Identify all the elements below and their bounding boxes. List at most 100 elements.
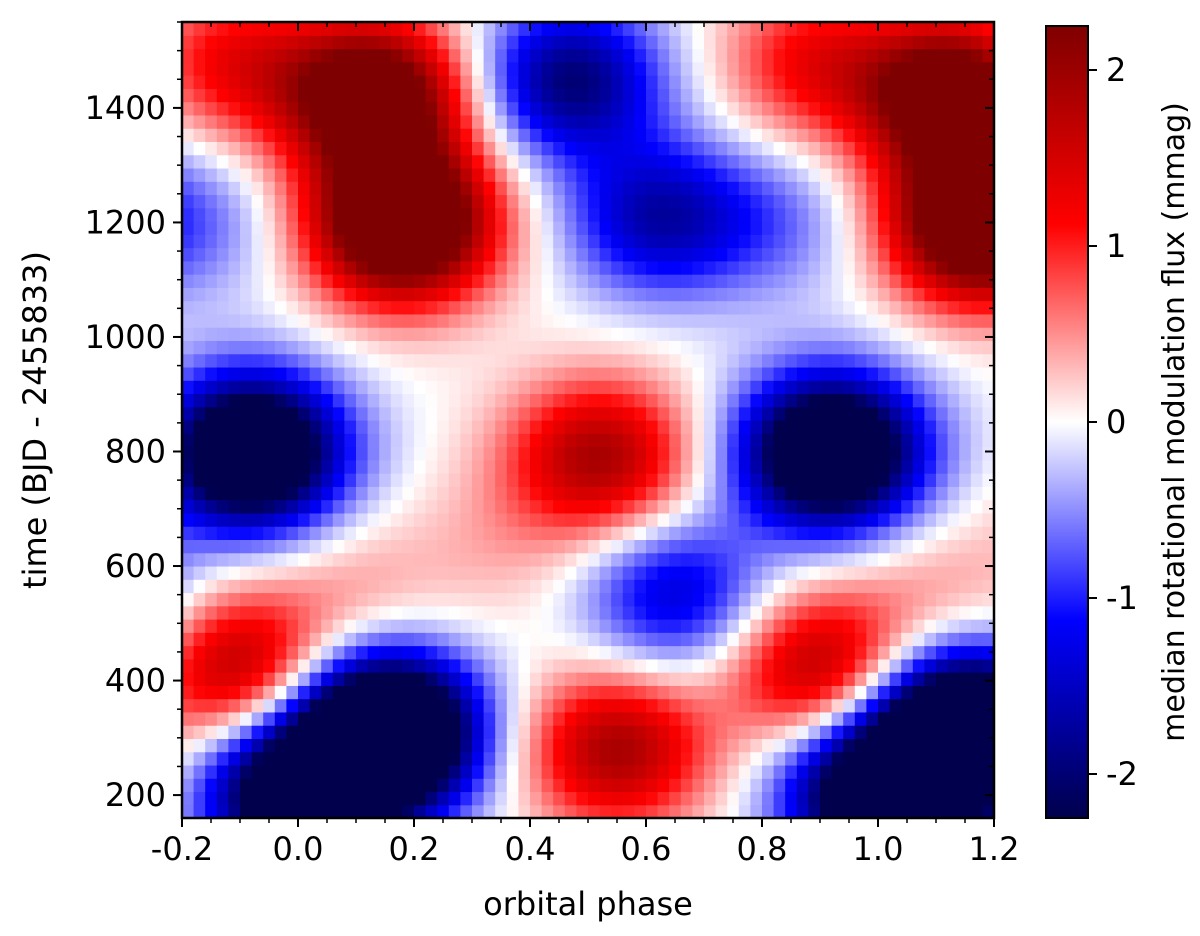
y-tick-label: 800: [105, 432, 166, 470]
heatmap-cell: [634, 420, 647, 434]
heatmap-cell: [588, 313, 601, 328]
heatmap-cell: [321, 154, 334, 169]
heatmap-cell: [530, 539, 543, 554]
heatmap-cell: [924, 61, 937, 76]
heatmap-cell: [460, 114, 473, 129]
heatmap-cell: [205, 181, 218, 196]
heatmap-cell: [785, 181, 798, 196]
heatmap-cell: [785, 340, 798, 355]
heatmap-cell: [216, 672, 229, 686]
heatmap-cell: [437, 22, 450, 36]
heatmap-cell: [460, 725, 473, 739]
heatmap-cell: [970, 632, 983, 647]
heatmap-cell: [889, 287, 902, 302]
heatmap-cell: [727, 366, 740, 381]
heatmap-cell: [750, 75, 763, 89]
heatmap-cell: [912, 512, 925, 527]
heatmap-cell: [286, 579, 299, 594]
heatmap-cell: [518, 366, 531, 381]
heatmap-cell: [854, 764, 867, 779]
heatmap-cell: [727, 75, 740, 89]
heatmap-cell: [599, 645, 612, 660]
heatmap-cell: [796, 287, 809, 302]
heatmap-cell: [564, 698, 577, 713]
heatmap-cell: [878, 327, 891, 341]
heatmap-cell: [680, 420, 693, 434]
heatmap-cell: [773, 61, 786, 76]
heatmap-cell: [309, 327, 322, 341]
heatmap-cell: [483, 565, 496, 580]
heatmap-cell: [205, 287, 218, 302]
heatmap-cell: [622, 499, 635, 514]
heatmap-cell: [901, 274, 914, 288]
heatmap-cell: [936, 512, 949, 527]
heatmap-cell: [773, 605, 786, 620]
heatmap-cell: [669, 207, 682, 222]
heatmap-cell: [228, 685, 241, 700]
heatmap-cell: [182, 380, 195, 395]
heatmap-cell: [611, 88, 624, 103]
heatmap-cell: [854, 181, 867, 196]
heatmap-cell: [228, 313, 241, 328]
heatmap-cell: [182, 764, 195, 779]
heatmap-cell: [205, 114, 218, 129]
heatmap-cell: [912, 221, 925, 235]
heatmap-cell: [472, 526, 485, 540]
heatmap-cell: [193, 141, 206, 156]
heatmap-cell: [530, 552, 543, 567]
heatmap-cell: [425, 658, 438, 673]
heatmap-cell: [750, 645, 763, 660]
heatmap-cell: [402, 221, 415, 235]
heatmap-cell: [901, 592, 914, 607]
heatmap-cell: [680, 154, 693, 169]
heatmap-cell: [657, 234, 670, 249]
heatmap-cell: [530, 751, 543, 766]
heatmap-cell: [541, 605, 554, 620]
heatmap-cell: [425, 619, 438, 633]
heatmap-cell: [321, 221, 334, 235]
heatmap-cell: [762, 340, 775, 355]
heatmap-cell: [344, 114, 357, 129]
heatmap-cell: [495, 274, 508, 288]
heatmap-cell: [193, 353, 206, 368]
heatmap-cell: [750, 353, 763, 368]
heatmap-cell: [367, 738, 380, 753]
heatmap-cell: [541, 698, 554, 713]
heatmap-cell: [553, 619, 566, 633]
heatmap-cell: [390, 247, 403, 262]
heatmap-cell: [448, 499, 461, 514]
heatmap-cell: [576, 300, 589, 315]
heatmap-cell: [518, 194, 531, 209]
heatmap-cell: [785, 128, 798, 142]
heatmap-cell: [588, 287, 601, 302]
heatmap-cell: [518, 380, 531, 395]
heatmap-cell: [773, 274, 786, 288]
heatmap-cell: [228, 420, 241, 434]
heatmap-cell: [495, 658, 508, 673]
heatmap-cell: [982, 194, 995, 209]
heatmap-cell: [831, 61, 844, 76]
heatmap-cell: [251, 552, 264, 567]
heatmap-cell: [564, 685, 577, 700]
heatmap-cell: [518, 181, 531, 196]
heatmap-cell: [622, 167, 635, 182]
heatmap-cell: [854, 645, 867, 660]
heatmap-cell: [970, 804, 983, 819]
heatmap-cell: [298, 167, 311, 182]
heatmap-cell: [878, 738, 891, 753]
heatmap-cell: [599, 420, 612, 434]
heatmap-cell: [402, 366, 415, 381]
heatmap-cell: [263, 804, 276, 819]
heatmap-cell: [634, 592, 647, 607]
heatmap-cell: [182, 75, 195, 89]
heatmap-cell: [344, 698, 357, 713]
heatmap-cell: [727, 725, 740, 739]
heatmap-cell: [530, 274, 543, 288]
heatmap-cell: [773, 698, 786, 713]
heatmap-cell: [622, 672, 635, 686]
heatmap-cell: [495, 592, 508, 607]
heatmap-cell: [970, 88, 983, 103]
heatmap-cell: [506, 473, 519, 487]
heatmap-cell: [576, 340, 589, 355]
heatmap-cell: [750, 738, 763, 753]
